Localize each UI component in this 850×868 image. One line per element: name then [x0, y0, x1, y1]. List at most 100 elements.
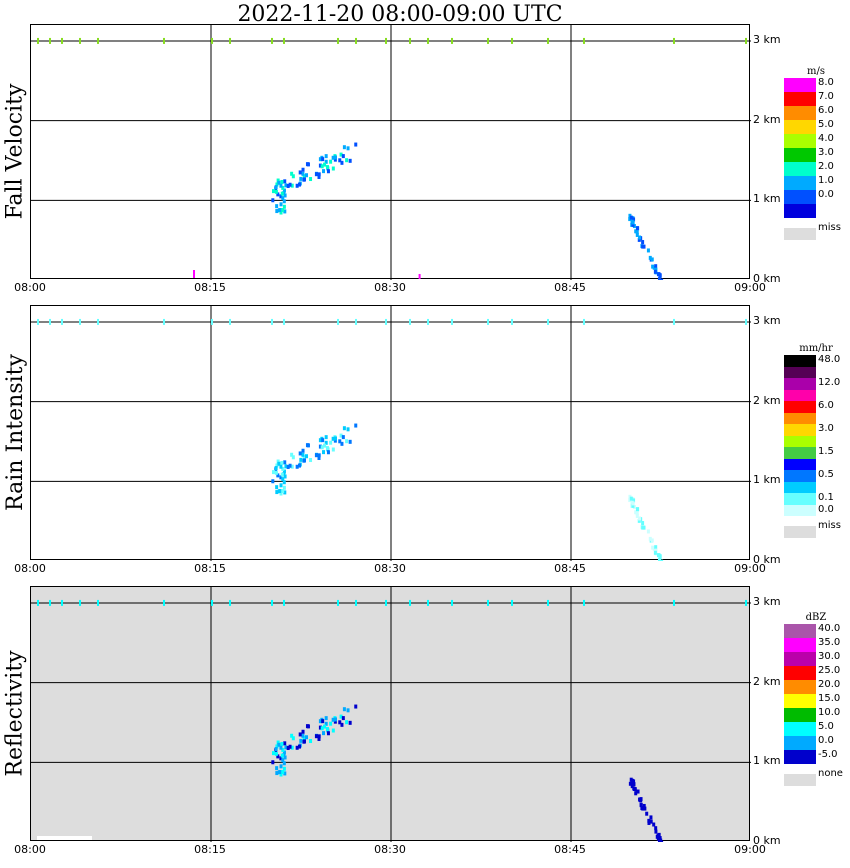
- echo-cell: [283, 179, 287, 184]
- echo-cell: [333, 155, 337, 160]
- echo-cell: [331, 447, 335, 452]
- height-tick-label: 1 km: [753, 192, 781, 206]
- echo-cell: [305, 162, 309, 167]
- echo-cell: [309, 458, 313, 463]
- echo-3km: [745, 37, 747, 44]
- legend-swatch: [784, 504, 816, 516]
- echo-cell: [322, 169, 326, 174]
- legend-swatch: [784, 435, 816, 447]
- echo-cell: [314, 734, 318, 739]
- echo-cell: [314, 172, 318, 177]
- echo-column: [282, 191, 286, 196]
- echo-3km: [163, 599, 165, 606]
- echo-cell: [322, 450, 326, 455]
- echo-cell: [322, 731, 326, 736]
- echo-cell: [326, 731, 330, 736]
- legend-unit: dBZ: [805, 612, 827, 623]
- height-tick-label: 2 km: [753, 393, 781, 407]
- panel-ylabel: Fall Velocity: [2, 24, 28, 279]
- echo-column: [278, 488, 282, 493]
- echo-column: [281, 208, 285, 213]
- echo-streak: [638, 516, 642, 521]
- echo-3km: [271, 37, 273, 44]
- echo-streak: [641, 240, 645, 245]
- height-tick-label: 1 km: [753, 754, 781, 768]
- echo-cell: [309, 739, 313, 744]
- echo-cell: [279, 194, 283, 199]
- echo-column: [277, 742, 281, 747]
- echo-cell: [282, 750, 286, 755]
- legend-missing-label: miss: [818, 520, 841, 531]
- echo-streak: [636, 226, 640, 231]
- height-tick-label: 3 km: [753, 32, 781, 46]
- legend-label: 0.0: [818, 189, 834, 200]
- echo-3km: [79, 37, 81, 44]
- echo-cell: [271, 760, 275, 765]
- echo-streak: [635, 230, 639, 235]
- height-tick-label: 2 km: [753, 674, 781, 688]
- echo-cell: [333, 436, 337, 441]
- echo-cell: [331, 436, 335, 441]
- legend-swatch: [784, 92, 816, 106]
- echo-column: [281, 466, 285, 471]
- echo-cell: [318, 438, 322, 443]
- legend-swatch: [784, 680, 816, 694]
- echo-streak: [629, 777, 633, 782]
- legend-swatch: [784, 638, 816, 652]
- echo-column: [280, 191, 284, 196]
- legend-label: 20.0: [818, 679, 841, 690]
- echo-3km: [409, 318, 411, 325]
- echo-3km: [61, 599, 63, 606]
- echo-streak: [654, 545, 658, 550]
- legend-label: 8.0: [818, 77, 834, 88]
- legend-label: 6.0: [818, 400, 834, 411]
- legend-swatch: [784, 190, 816, 204]
- echo-cell: [291, 736, 295, 741]
- echo-column: [274, 751, 278, 756]
- echo-streak: [654, 264, 658, 269]
- echo-cell: [321, 438, 325, 443]
- echo-streak: [641, 806, 645, 811]
- echo-column: [279, 745, 283, 750]
- echo-cell: [339, 714, 343, 719]
- legend-missing-swatch: [784, 774, 816, 786]
- echo-column: [281, 196, 285, 201]
- echo-3km: [229, 37, 231, 44]
- echo-streak: [651, 264, 655, 269]
- echo-3km: [271, 599, 273, 606]
- echo-3km: [451, 599, 453, 606]
- echo-column: [282, 480, 286, 485]
- echo-cell: [331, 728, 335, 733]
- echo-3km: [511, 318, 513, 325]
- echo-streak: [632, 498, 636, 503]
- echo-streak: [637, 237, 641, 242]
- echo-3km: [583, 318, 585, 325]
- echo-cell: [323, 443, 327, 448]
- legend-swatch: [784, 355, 816, 367]
- echo-streak: [641, 244, 645, 249]
- legend-label: 6.0: [818, 105, 834, 116]
- echo-column: [280, 741, 284, 746]
- echo-cell: [339, 152, 343, 157]
- echo-column: [283, 755, 287, 760]
- echo-column: [281, 489, 285, 494]
- echo-cell: [291, 455, 295, 460]
- echo-cell: [333, 717, 337, 722]
- height-tick-label: 0 km: [753, 272, 781, 285]
- legend-swatch: [784, 366, 816, 378]
- echo-cell: [323, 162, 327, 167]
- echo-cell: [298, 463, 302, 468]
- echo-cell: [302, 739, 306, 744]
- x-tick-label: 08:00: [14, 562, 46, 575]
- echo-cell: [345, 439, 349, 444]
- echo-3km: [427, 37, 429, 44]
- echo-3km: [79, 318, 81, 325]
- echo-cell: [271, 198, 275, 203]
- echo-cell: [302, 177, 306, 182]
- echo-streak: [642, 803, 646, 808]
- legend-label: 48.0: [818, 354, 841, 365]
- echo-3km: [229, 318, 231, 325]
- echo-streak: [628, 781, 632, 786]
- echo-streak: [631, 222, 635, 227]
- legend-label: 1.5: [818, 446, 834, 457]
